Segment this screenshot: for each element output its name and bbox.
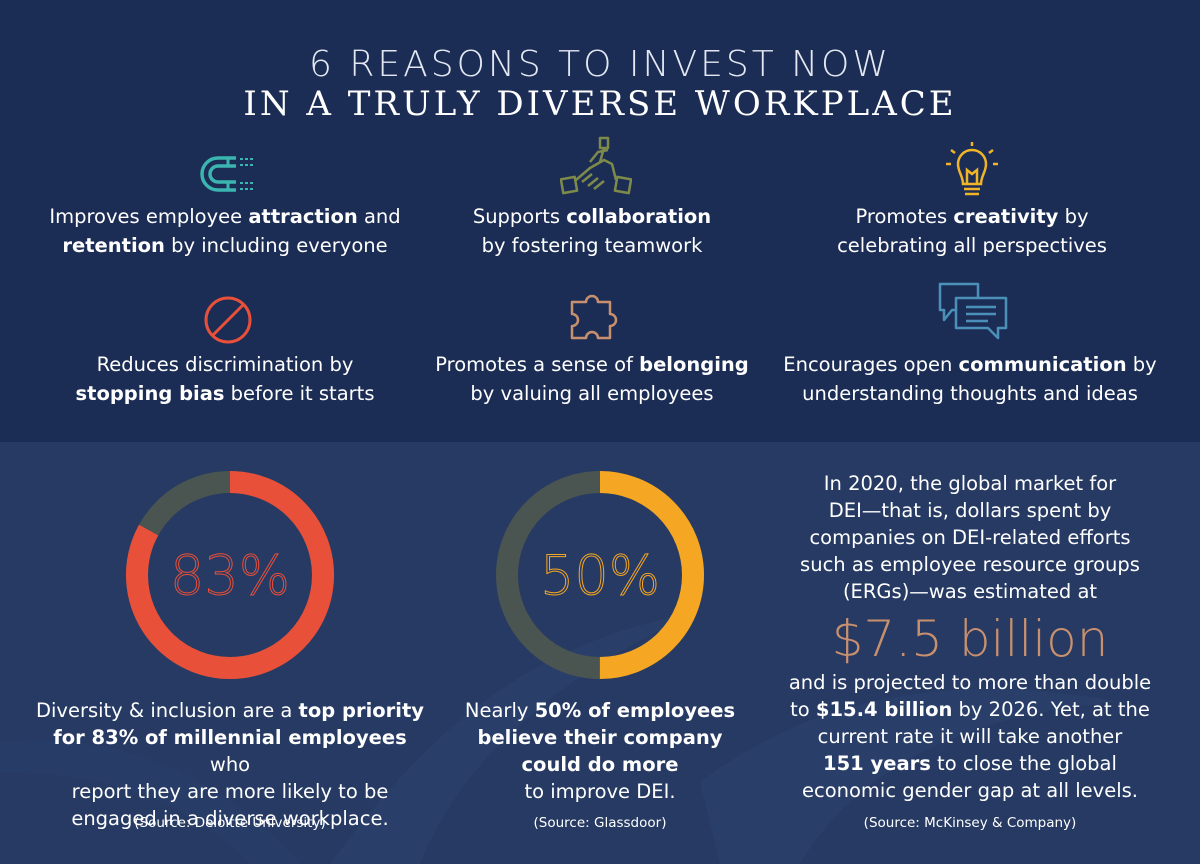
reason-text: by fostering teamwork xyxy=(481,234,703,257)
stat-text: Nearly xyxy=(464,699,535,722)
stat-bold: top priority xyxy=(298,699,425,722)
donut-50-label: 50% xyxy=(540,544,660,607)
reason-text: celebrating all perspectives xyxy=(837,234,1107,257)
stat-83-description: Diversity & inclusion are a top priority… xyxy=(35,697,425,832)
reason-text: and xyxy=(357,205,401,228)
stat-bold: for 83% of millennial employees xyxy=(53,726,407,749)
stat-50-source: (Source: Glassdoor) xyxy=(533,815,667,831)
reason-belonging: Promotes a sense of belonging by valuing… xyxy=(402,350,782,408)
title-line-2: IN A TRULY DIVERSE WORKPLACE xyxy=(243,84,957,124)
market-bold: 151 years xyxy=(823,752,931,775)
market-big-value: $7.5 billion xyxy=(831,610,1109,668)
reason-text: Reduces discrimination by xyxy=(96,353,354,376)
market-source: (Source: McKinsey & Company) xyxy=(863,815,1077,831)
stat-text: report they are more likely to be xyxy=(71,780,389,803)
market-line: and is projected to more than double xyxy=(788,671,1152,694)
stat-text: to improve DEI. xyxy=(524,780,676,803)
market-line: DEI—that is, dollars spent by xyxy=(828,499,1112,522)
reason-communication: Encourages open communication by underst… xyxy=(770,350,1170,408)
speech-bubbles-icon xyxy=(938,282,1008,340)
reason-bold: belonging xyxy=(639,353,749,376)
market-line: In 2020, the global market for xyxy=(823,472,1117,495)
reason-text: by including everyone xyxy=(164,234,388,257)
stat-text: engaged in a diverse workplace. xyxy=(71,807,389,830)
reason-stopping-bias: Reduces discrimination by stopping bias … xyxy=(35,350,415,408)
stat-bold: 50% of employees xyxy=(534,699,736,722)
market-line: companies on DEI-related efforts xyxy=(809,526,1131,549)
reason-creativity: Promotes creativity by celebrating all p… xyxy=(782,202,1162,260)
no-sign-icon xyxy=(204,296,252,344)
stat-text: Diversity & inclusion are a xyxy=(35,699,299,722)
market-line: by 2026. Yet, at the xyxy=(952,698,1150,721)
lightbulb-icon xyxy=(946,142,998,196)
reason-text: understanding thoughts and ideas xyxy=(802,382,1138,405)
stat-83-source: (Source: Deloitte University) xyxy=(134,815,326,831)
market-projection: and is projected to more than double to … xyxy=(760,669,1180,804)
reason-bold: creativity xyxy=(953,205,1059,228)
market-line: to xyxy=(790,698,816,721)
background-swoosh xyxy=(0,612,1120,864)
reason-text: by valuing all employees xyxy=(470,382,714,405)
reason-text: Promotes a sense of xyxy=(435,353,640,376)
magnet-icon xyxy=(200,156,254,192)
title-line-1: 6 REASONS TO INVEST NOW xyxy=(309,44,891,85)
reason-bold: collaboration xyxy=(566,205,712,228)
reason-bold: retention xyxy=(62,234,165,257)
market-line: to close the global xyxy=(930,752,1117,775)
stat-bold: believe their company xyxy=(477,726,723,749)
reason-text: Supports xyxy=(472,205,567,228)
reason-text: before it starts xyxy=(224,382,375,405)
donut-83-arc xyxy=(126,471,334,679)
donut-83: 83% xyxy=(126,471,334,679)
market-intro: In 2020, the global market for DEI—that … xyxy=(760,470,1180,605)
market-bold: $15.4 billion xyxy=(815,698,953,721)
market-line: current rate it will take another xyxy=(817,725,1123,748)
reason-text: Improves employee xyxy=(49,205,249,228)
reason-text: by xyxy=(1058,205,1089,228)
market-line: economic gender gap at all levels. xyxy=(801,779,1138,802)
stat-50-description: Nearly 50% of employees believe their co… xyxy=(440,697,760,805)
reason-text: Promotes xyxy=(855,205,954,228)
reason-text: by xyxy=(1126,353,1157,376)
donut-50: 50% xyxy=(496,471,704,679)
reason-collaboration: Supports collaboration by fostering team… xyxy=(402,202,782,260)
reason-bold: stopping bias xyxy=(75,382,225,405)
stat-text: who xyxy=(209,753,251,776)
stat-bold: could do more xyxy=(521,753,679,776)
puzzle-icon xyxy=(570,294,618,340)
reason-attraction-retention: Improves employee attraction and retenti… xyxy=(35,202,415,260)
handshake-icon xyxy=(560,136,632,195)
donut-50-arc xyxy=(496,471,704,679)
donut-83-label: 83% xyxy=(170,544,290,607)
market-line: such as employee resource groups xyxy=(800,553,1140,576)
reason-text: Encourages open xyxy=(783,353,959,376)
reason-bold: communication xyxy=(958,353,1127,376)
reason-bold: attraction xyxy=(248,205,358,228)
market-line: (ERGs)—was estimated at xyxy=(842,580,1098,603)
reasons-section: 6 REASONS TO INVEST NOW IN A TRULY DIVER… xyxy=(35,44,1170,408)
